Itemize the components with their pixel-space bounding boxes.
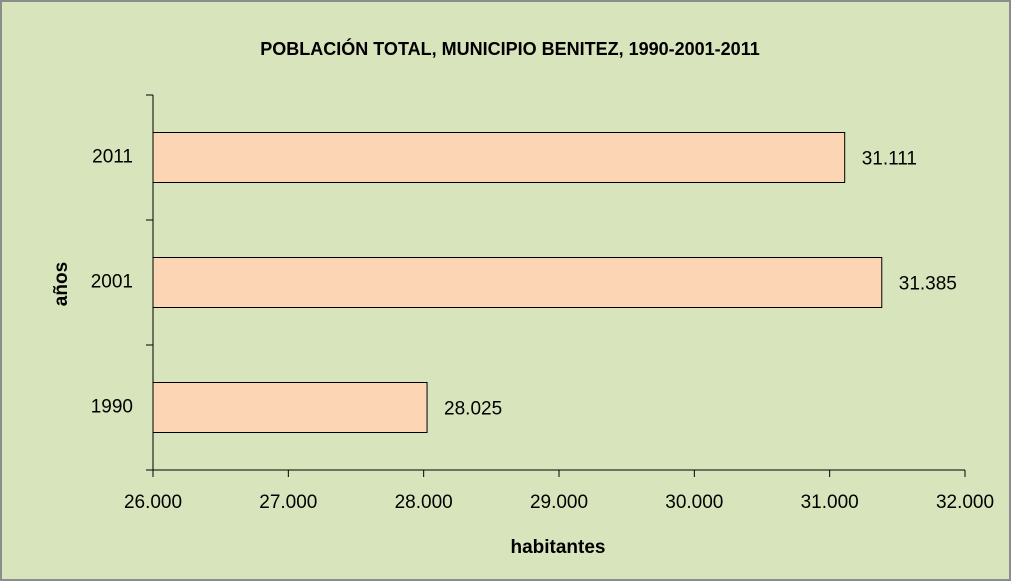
value-label: 28.025	[444, 399, 502, 420]
chart-title: POBLACIÓN TOTAL, MUNICIPIO BENITEZ, 1990…	[260, 38, 759, 59]
value-label: 31.385	[899, 274, 957, 295]
x-axis-label: habitantes	[510, 537, 605, 558]
value-label: 31.111	[862, 149, 917, 170]
y-axis-label: años	[51, 262, 72, 306]
y-tick-label: 1990	[91, 397, 133, 418]
bar	[152, 382, 428, 433]
x-tick-label: 27.000	[259, 492, 317, 513]
x-tick-label: 26.000	[124, 492, 182, 513]
x-tick-label: 28.000	[395, 492, 453, 513]
y-tick-label: 2011	[92, 147, 133, 168]
y-tick-label: 2001	[91, 272, 133, 293]
bar	[152, 132, 846, 183]
bar	[152, 257, 883, 308]
x-tick-label: 30.000	[665, 492, 723, 513]
x-tick-label: 31.000	[801, 492, 859, 513]
x-tick-label: 29.000	[530, 492, 588, 513]
x-tick-label: 32.000	[936, 492, 994, 513]
